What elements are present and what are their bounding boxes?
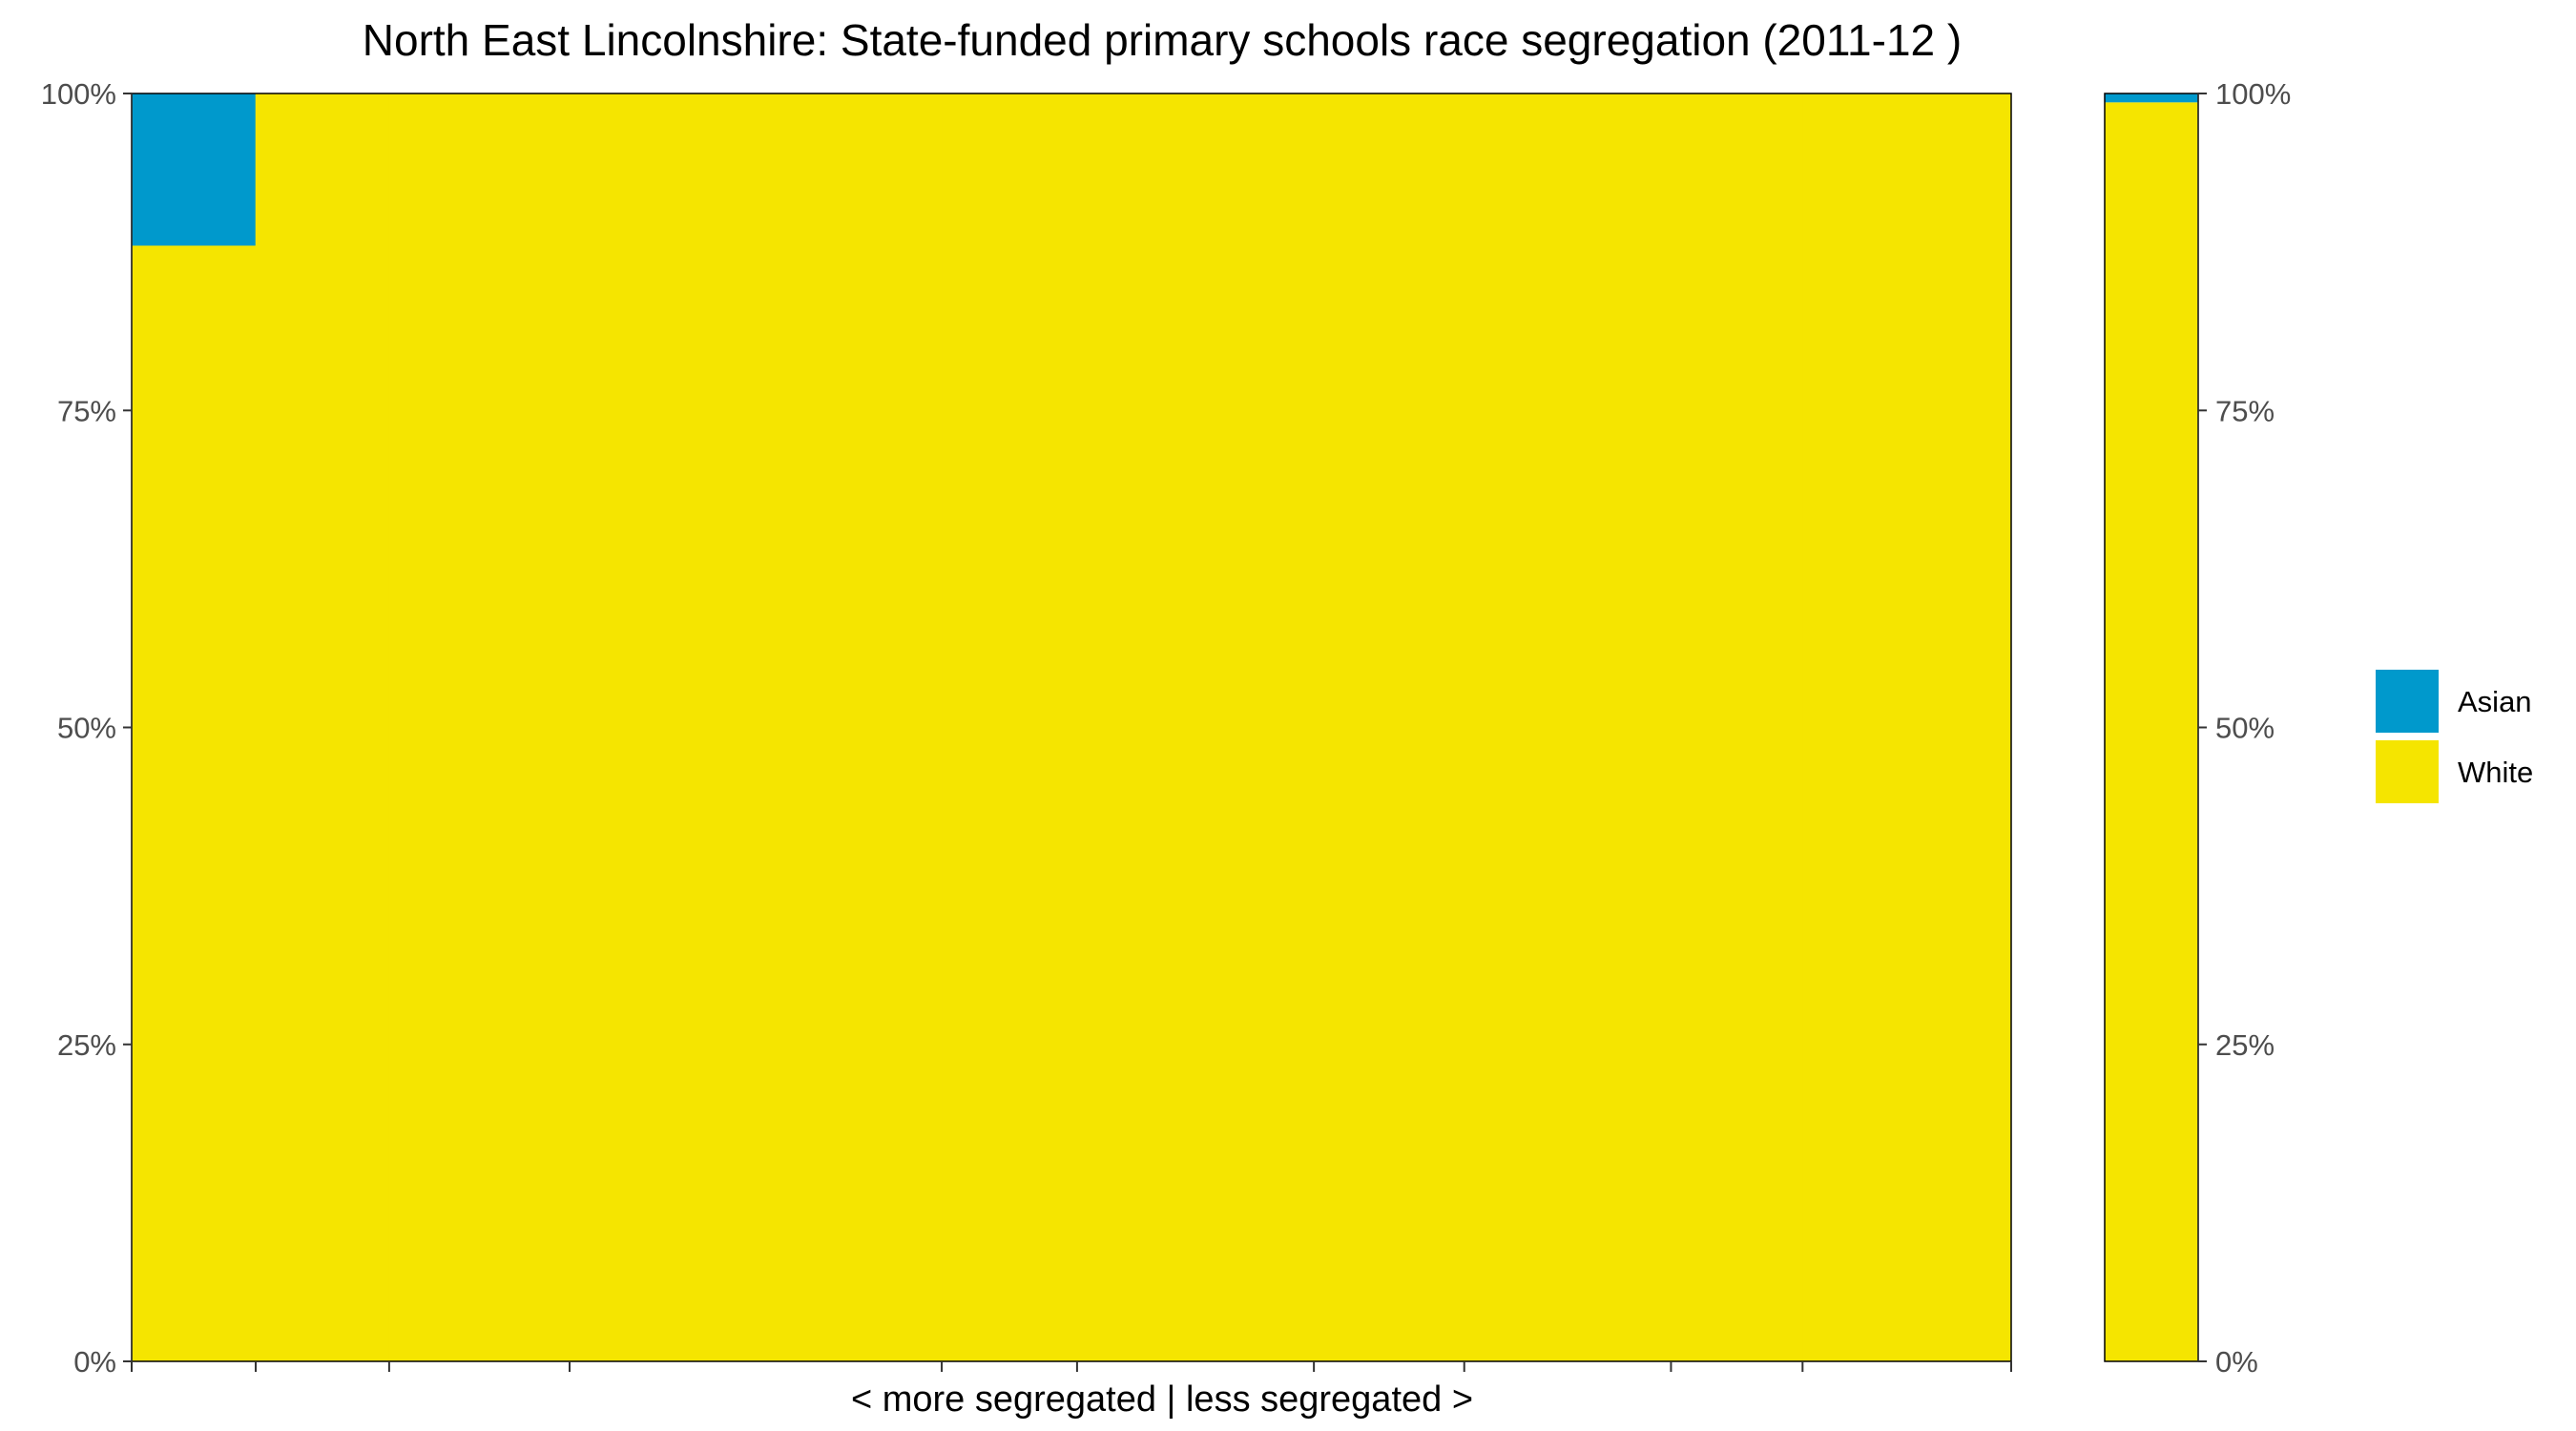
legend-label-asian: Asian (2458, 685, 2532, 718)
summary-bars (2104, 93, 2199, 1362)
legend: Asian White (2376, 670, 2533, 803)
bar-segment-white-2 (388, 93, 571, 1362)
y-tick-label-right: 75% (2215, 394, 2275, 427)
chart-title: North East Lincolnshire: State-funded pr… (363, 15, 1962, 65)
y-tick-label-left: 25% (57, 1028, 116, 1062)
y-tick-label-right: 50% (2215, 712, 2275, 745)
y-tick-label-right: 100% (2215, 77, 2291, 111)
y-tick-label-right: 25% (2215, 1028, 2275, 1062)
y-tick-label-left: 100% (41, 77, 116, 111)
summary-bar-asian (2105, 93, 2198, 103)
y-tick-label-left: 50% (57, 712, 116, 745)
bar-segment-white-3 (569, 93, 943, 1362)
summary-bar-white (2105, 102, 2198, 1362)
axes (123, 93, 2207, 1372)
y-tick-label-right: 0% (2215, 1345, 2258, 1379)
bar-segment-white-9 (1671, 93, 1803, 1362)
y-tick-label-left: 75% (57, 394, 116, 427)
legend-key-white (2376, 740, 2439, 803)
bar-segment-asian-0 (132, 93, 257, 246)
tick-labels: 0% 0% 25% 25% 50% 50% 75% 75% 100% 100% (41, 77, 2292, 1379)
main-bars (131, 93, 2012, 1362)
y-tick-label-left: 0% (73, 1345, 116, 1379)
x-axis-title: < more segregated | less segregated > (851, 1379, 1473, 1420)
bar-segment-white-1 (255, 93, 390, 1362)
bar-segment-white-7 (1313, 93, 1465, 1362)
bar-segment-white-5 (1076, 93, 1138, 1362)
legend-label-white: White (2458, 756, 2533, 789)
bar-segment-white-8 (1464, 93, 1672, 1362)
bar-segment-white-4 (941, 93, 1078, 1362)
bar-segment-white-0 (131, 245, 257, 1362)
legend-key-asian (2376, 670, 2439, 733)
bar-segment-white-6 (1136, 93, 1315, 1362)
bar-segment-white-10 (1802, 93, 2012, 1362)
